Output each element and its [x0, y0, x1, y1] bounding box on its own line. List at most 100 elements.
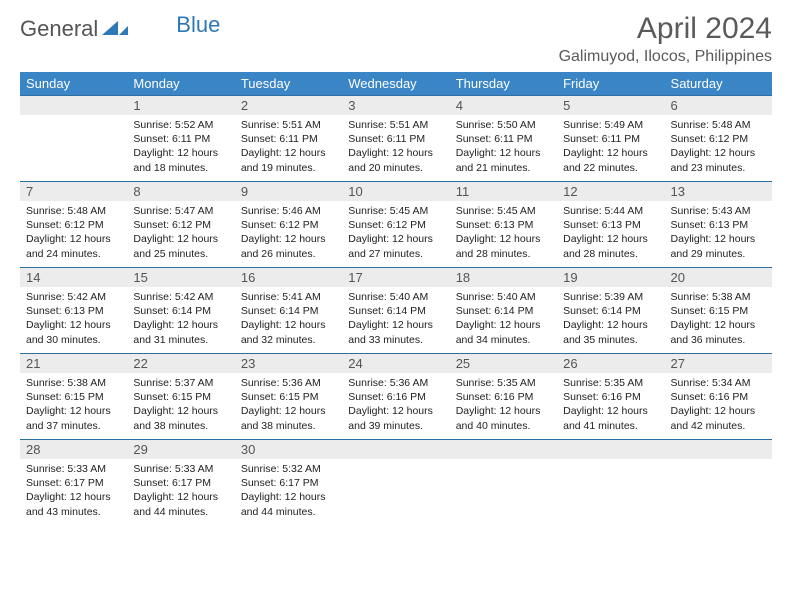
calendar-day-cell: 11Sunrise: 5:45 AMSunset: 6:13 PMDayligh…	[450, 182, 557, 268]
calendar-table: SundayMondayTuesdayWednesdayThursdayFrid…	[20, 72, 772, 526]
day-number: 22	[127, 354, 234, 373]
day-content: Sunrise: 5:33 AMSunset: 6:17 PMDaylight:…	[127, 459, 234, 523]
calendar-day-cell: 30Sunrise: 5:32 AMSunset: 6:17 PMDayligh…	[235, 440, 342, 526]
day-content: Sunrise: 5:40 AMSunset: 6:14 PMDaylight:…	[342, 287, 449, 351]
day-number: 24	[342, 354, 449, 373]
calendar-day-cell	[342, 440, 449, 526]
calendar-day-cell: 8Sunrise: 5:47 AMSunset: 6:12 PMDaylight…	[127, 182, 234, 268]
calendar-day-cell	[665, 440, 772, 526]
calendar-week-row: 21Sunrise: 5:38 AMSunset: 6:15 PMDayligh…	[20, 354, 772, 440]
day-number: 12	[557, 182, 664, 201]
day-content: Sunrise: 5:45 AMSunset: 6:13 PMDaylight:…	[450, 201, 557, 265]
day-content: Sunrise: 5:32 AMSunset: 6:17 PMDaylight:…	[235, 459, 342, 523]
weekday-header: Friday	[557, 72, 664, 96]
day-number: 25	[450, 354, 557, 373]
calendar-day-cell: 19Sunrise: 5:39 AMSunset: 6:14 PMDayligh…	[557, 268, 664, 354]
calendar-day-cell: 5Sunrise: 5:49 AMSunset: 6:11 PMDaylight…	[557, 96, 664, 182]
calendar-day-cell: 27Sunrise: 5:34 AMSunset: 6:16 PMDayligh…	[665, 354, 772, 440]
day-number: 6	[665, 96, 772, 115]
day-number: 10	[342, 182, 449, 201]
calendar-week-row: 1Sunrise: 5:52 AMSunset: 6:11 PMDaylight…	[20, 96, 772, 182]
calendar-week-row: 28Sunrise: 5:33 AMSunset: 6:17 PMDayligh…	[20, 440, 772, 526]
weekday-header: Tuesday	[235, 72, 342, 96]
calendar-day-cell: 1Sunrise: 5:52 AMSunset: 6:11 PMDaylight…	[127, 96, 234, 182]
day-number: 26	[557, 354, 664, 373]
calendar-day-cell: 6Sunrise: 5:48 AMSunset: 6:12 PMDaylight…	[665, 96, 772, 182]
day-number: 17	[342, 268, 449, 287]
day-number: 2	[235, 96, 342, 115]
calendar-day-cell: 15Sunrise: 5:42 AMSunset: 6:14 PMDayligh…	[127, 268, 234, 354]
calendar-day-cell: 28Sunrise: 5:33 AMSunset: 6:17 PMDayligh…	[20, 440, 127, 526]
day-content-empty	[665, 459, 772, 509]
day-number: 14	[20, 268, 127, 287]
day-content: Sunrise: 5:48 AMSunset: 6:12 PMDaylight:…	[20, 201, 127, 265]
day-number: 18	[450, 268, 557, 287]
day-content: Sunrise: 5:36 AMSunset: 6:15 PMDaylight:…	[235, 373, 342, 437]
day-content: Sunrise: 5:33 AMSunset: 6:17 PMDaylight:…	[20, 459, 127, 523]
day-number: 19	[557, 268, 664, 287]
day-number-empty	[557, 440, 664, 459]
day-number: 9	[235, 182, 342, 201]
day-content-empty	[557, 459, 664, 509]
day-number: 4	[450, 96, 557, 115]
calendar-day-cell: 29Sunrise: 5:33 AMSunset: 6:17 PMDayligh…	[127, 440, 234, 526]
day-number-empty	[20, 96, 127, 115]
day-content: Sunrise: 5:40 AMSunset: 6:14 PMDaylight:…	[450, 287, 557, 351]
calendar-week-row: 14Sunrise: 5:42 AMSunset: 6:13 PMDayligh…	[20, 268, 772, 354]
day-number: 27	[665, 354, 772, 373]
calendar-day-cell: 14Sunrise: 5:42 AMSunset: 6:13 PMDayligh…	[20, 268, 127, 354]
brand-part2: Blue	[176, 12, 220, 38]
calendar-day-cell: 16Sunrise: 5:41 AMSunset: 6:14 PMDayligh…	[235, 268, 342, 354]
calendar-day-cell: 7Sunrise: 5:48 AMSunset: 6:12 PMDaylight…	[20, 182, 127, 268]
calendar-week-row: 7Sunrise: 5:48 AMSunset: 6:12 PMDaylight…	[20, 182, 772, 268]
day-content: Sunrise: 5:39 AMSunset: 6:14 PMDaylight:…	[557, 287, 664, 351]
weekday-header: Monday	[127, 72, 234, 96]
brand-logo: General Blue	[20, 12, 220, 42]
day-number: 21	[20, 354, 127, 373]
calendar-day-cell	[557, 440, 664, 526]
day-number: 28	[20, 440, 127, 459]
title-block: April 2024 Galimuyod, Ilocos, Philippine…	[559, 12, 772, 66]
day-number: 13	[665, 182, 772, 201]
calendar-day-cell: 17Sunrise: 5:40 AMSunset: 6:14 PMDayligh…	[342, 268, 449, 354]
brand-part1: General	[20, 16, 98, 42]
day-content: Sunrise: 5:50 AMSunset: 6:11 PMDaylight:…	[450, 115, 557, 179]
day-content: Sunrise: 5:43 AMSunset: 6:13 PMDaylight:…	[665, 201, 772, 265]
calendar-day-cell: 12Sunrise: 5:44 AMSunset: 6:13 PMDayligh…	[557, 182, 664, 268]
weekday-header: Wednesday	[342, 72, 449, 96]
day-number: 15	[127, 268, 234, 287]
day-content: Sunrise: 5:35 AMSunset: 6:16 PMDaylight:…	[450, 373, 557, 437]
calendar-day-cell: 9Sunrise: 5:46 AMSunset: 6:12 PMDaylight…	[235, 182, 342, 268]
day-content: Sunrise: 5:38 AMSunset: 6:15 PMDaylight:…	[665, 287, 772, 351]
calendar-day-cell: 4Sunrise: 5:50 AMSunset: 6:11 PMDaylight…	[450, 96, 557, 182]
day-content: Sunrise: 5:46 AMSunset: 6:12 PMDaylight:…	[235, 201, 342, 265]
calendar-day-cell: 21Sunrise: 5:38 AMSunset: 6:15 PMDayligh…	[20, 354, 127, 440]
day-content: Sunrise: 5:38 AMSunset: 6:15 PMDaylight:…	[20, 373, 127, 437]
day-content: Sunrise: 5:51 AMSunset: 6:11 PMDaylight:…	[235, 115, 342, 179]
day-content: Sunrise: 5:45 AMSunset: 6:12 PMDaylight:…	[342, 201, 449, 265]
day-content: Sunrise: 5:44 AMSunset: 6:13 PMDaylight:…	[557, 201, 664, 265]
calendar-day-cell	[20, 96, 127, 182]
day-number: 29	[127, 440, 234, 459]
day-content: Sunrise: 5:47 AMSunset: 6:12 PMDaylight:…	[127, 201, 234, 265]
calendar-day-cell: 10Sunrise: 5:45 AMSunset: 6:12 PMDayligh…	[342, 182, 449, 268]
calendar-day-cell: 25Sunrise: 5:35 AMSunset: 6:16 PMDayligh…	[450, 354, 557, 440]
day-content: Sunrise: 5:37 AMSunset: 6:15 PMDaylight:…	[127, 373, 234, 437]
day-content: Sunrise: 5:41 AMSunset: 6:14 PMDaylight:…	[235, 287, 342, 351]
calendar-day-cell: 24Sunrise: 5:36 AMSunset: 6:16 PMDayligh…	[342, 354, 449, 440]
month-title: April 2024	[559, 12, 772, 46]
calendar-day-cell	[450, 440, 557, 526]
calendar-day-cell: 26Sunrise: 5:35 AMSunset: 6:16 PMDayligh…	[557, 354, 664, 440]
day-content: Sunrise: 5:49 AMSunset: 6:11 PMDaylight:…	[557, 115, 664, 179]
day-content: Sunrise: 5:51 AMSunset: 6:11 PMDaylight:…	[342, 115, 449, 179]
day-content-empty	[450, 459, 557, 509]
day-number: 20	[665, 268, 772, 287]
day-content: Sunrise: 5:36 AMSunset: 6:16 PMDaylight:…	[342, 373, 449, 437]
day-number: 30	[235, 440, 342, 459]
day-number: 11	[450, 182, 557, 201]
day-number: 8	[127, 182, 234, 201]
day-content: Sunrise: 5:34 AMSunset: 6:16 PMDaylight:…	[665, 373, 772, 437]
calendar-header-row: SundayMondayTuesdayWednesdayThursdayFrid…	[20, 72, 772, 96]
day-content: Sunrise: 5:52 AMSunset: 6:11 PMDaylight:…	[127, 115, 234, 179]
day-number: 23	[235, 354, 342, 373]
